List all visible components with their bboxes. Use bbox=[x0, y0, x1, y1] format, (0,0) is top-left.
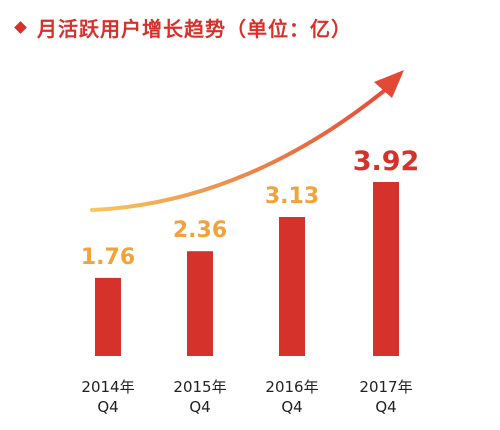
trend-arrow-head-icon bbox=[374, 70, 404, 98]
x-tick-label-2-line-1: Q4 bbox=[281, 398, 302, 416]
chart-title: 月活跃用户增长趋势（单位：亿） bbox=[37, 16, 352, 41]
x-tick-label-1-line-0: 2015年 bbox=[173, 378, 226, 396]
bar-1 bbox=[187, 251, 213, 356]
data-label-0: 1.76 bbox=[81, 245, 135, 270]
x-tick-label-3-line-0: 2017年 bbox=[359, 378, 412, 396]
x-tick-label-0-line-1: Q4 bbox=[97, 398, 118, 416]
bar-2 bbox=[279, 217, 305, 356]
x-tick-label-1-line-1: Q4 bbox=[189, 398, 210, 416]
data-label-1: 2.36 bbox=[173, 218, 227, 243]
x-tick-label-2-line-0: 2016年 bbox=[265, 378, 318, 396]
x-tick-label-0-line-0: 2014年 bbox=[81, 378, 134, 396]
x-tick-label-3-line-1: Q4 bbox=[375, 398, 396, 416]
trend-arrow-curve bbox=[90, 84, 392, 212]
chart-title-row: 月活跃用户增长趋势（单位：亿） bbox=[12, 12, 352, 42]
data-label-3: 3.92 bbox=[353, 146, 420, 177]
data-label-2: 3.13 bbox=[265, 184, 319, 209]
bar-0 bbox=[95, 277, 121, 356]
bar-3 bbox=[373, 182, 399, 356]
